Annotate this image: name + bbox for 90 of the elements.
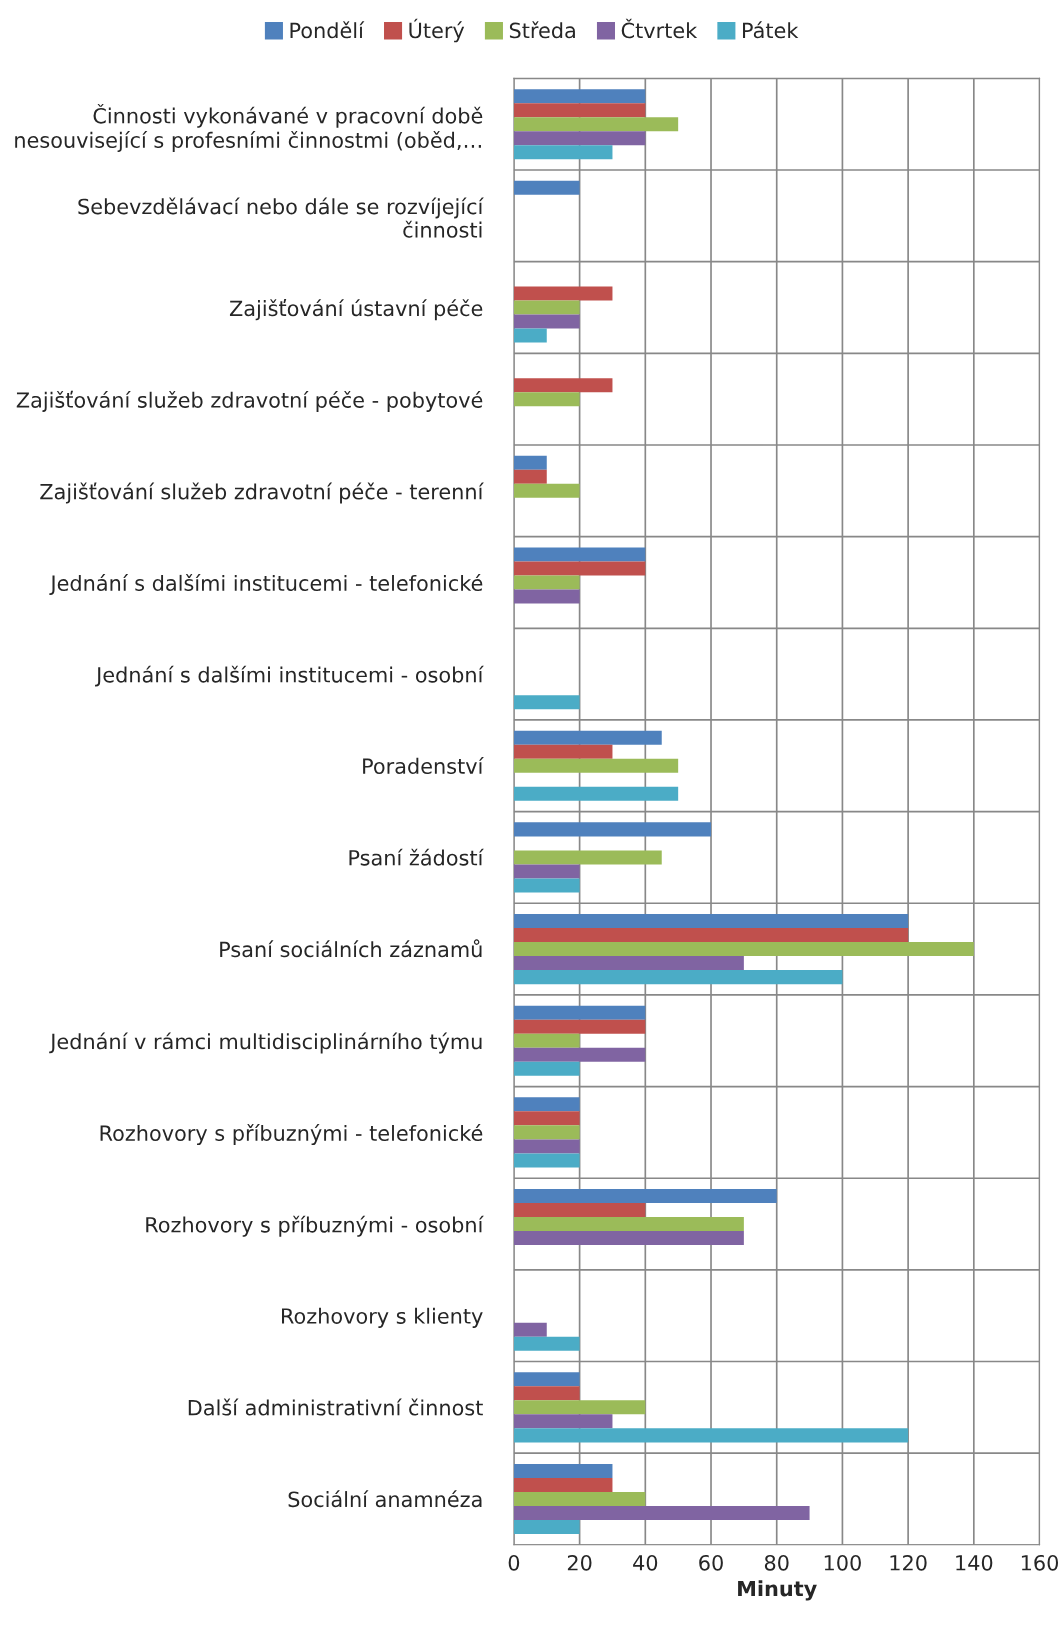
y-tick-label: Rozhovory s klienty — [282, 1307, 483, 1328]
bar — [513, 103, 646, 118]
bar — [513, 956, 744, 971]
bar — [513, 328, 547, 343]
y-tick-label: Jednání v rámci multidisciplinárního týmu — [49, 1032, 482, 1054]
bar — [513, 1477, 613, 1492]
bar — [513, 1231, 744, 1246]
bar — [513, 1520, 580, 1535]
x-tick-label: 80 — [764, 1554, 789, 1571]
y-tick-label: Psaní žádostí — [349, 848, 484, 866]
bar — [513, 1033, 580, 1048]
bar — [513, 561, 646, 576]
bar — [513, 1322, 547, 1337]
bar — [513, 1463, 613, 1478]
x-tick-label: 140 — [956, 1554, 993, 1571]
legend-label: Úterý — [409, 18, 465, 43]
bar — [513, 145, 613, 160]
bar — [513, 378, 613, 393]
y-tick-label: Jednání s dalšími institucemi - osobní — [95, 665, 484, 687]
bar — [513, 1428, 909, 1443]
x-tick-label: 60 — [699, 1554, 723, 1571]
y-tick-label: Činnosti vykonávané v pracovní době nesouvisející s profesními činnostmi (oběd,… — [15, 104, 483, 153]
bar — [513, 180, 580, 195]
y-tick-label: Psaní sociálních záznamů — [220, 939, 482, 958]
y-tick-label: Zajišťování služeb zdravotní péče - pobytové — [16, 390, 483, 412]
y-tick-label: Další administrativní činnost — [188, 1398, 483, 1416]
bar — [513, 744, 613, 759]
bar — [513, 1125, 580, 1140]
bar — [513, 1400, 646, 1415]
bar — [513, 1386, 580, 1401]
bar — [513, 970, 843, 985]
bar — [513, 286, 613, 301]
bar — [513, 1506, 810, 1521]
x-tick-label: 120 — [890, 1554, 927, 1571]
bar — [513, 1097, 580, 1112]
bar — [513, 864, 580, 879]
bar — [513, 730, 662, 745]
bar — [513, 822, 712, 837]
bar — [513, 300, 580, 315]
bar — [513, 547, 646, 562]
legend-label: Pondělí — [290, 21, 365, 39]
bar — [513, 758, 679, 773]
x-tick-label: 100 — [824, 1554, 861, 1571]
bar — [513, 589, 580, 604]
x-tick-label: 20 — [567, 1554, 592, 1571]
bar — [513, 1203, 646, 1218]
bar — [513, 1153, 580, 1168]
bar — [513, 1047, 646, 1062]
bar — [513, 575, 580, 590]
bar — [513, 786, 679, 801]
y-tick-label: Sebevzdělávací nebo dále se rozvíjející činnosti — [78, 197, 484, 238]
bar — [513, 1111, 580, 1126]
bar — [513, 1139, 580, 1154]
x-tick-label: 40 — [633, 1554, 658, 1571]
y-tick-label: Zajišťování služeb zdravotní péče - terenní — [40, 482, 484, 504]
x-axis-title: Minuty — [738, 1580, 817, 1601]
bar — [513, 878, 580, 893]
bar — [513, 469, 547, 484]
bar — [513, 850, 662, 865]
bar — [513, 89, 646, 104]
bar — [513, 928, 909, 943]
bar — [513, 695, 580, 710]
bar — [513, 314, 580, 329]
bar — [513, 455, 547, 470]
bar — [513, 1491, 646, 1506]
bar — [513, 131, 646, 146]
bar — [513, 942, 974, 957]
y-tick-label: Zajišťování ústavní péče — [229, 299, 483, 321]
bar — [513, 1217, 744, 1232]
bar — [513, 483, 580, 498]
bar — [513, 1414, 613, 1429]
bar — [513, 392, 580, 407]
bar — [513, 914, 909, 929]
bar — [513, 1336, 580, 1351]
legend-label: Středa — [509, 21, 575, 39]
y-tick-label: Jednání s dalšími institucemi - telefonické — [49, 574, 483, 595]
legend-label: Čtvrtek — [621, 18, 698, 39]
bar — [513, 117, 679, 132]
y-tick-label: Rozhovory s příbuznými - telefonické — [100, 1124, 483, 1146]
bar — [513, 1061, 580, 1076]
bar — [513, 1019, 646, 1034]
bar — [513, 1372, 580, 1387]
bar — [513, 1005, 646, 1020]
y-tick-label: Rozhovory s příbuznými - osobní — [146, 1215, 484, 1237]
legend-label: Pátek — [743, 21, 799, 39]
y-tick-label: Poradenství — [363, 757, 484, 774]
bar — [513, 1188, 777, 1203]
x-tick-label: 160 — [1021, 1554, 1059, 1571]
y-tick-label: Sociální anamnéza — [288, 1490, 482, 1508]
x-tick-label: 0 — [508, 1554, 520, 1571]
